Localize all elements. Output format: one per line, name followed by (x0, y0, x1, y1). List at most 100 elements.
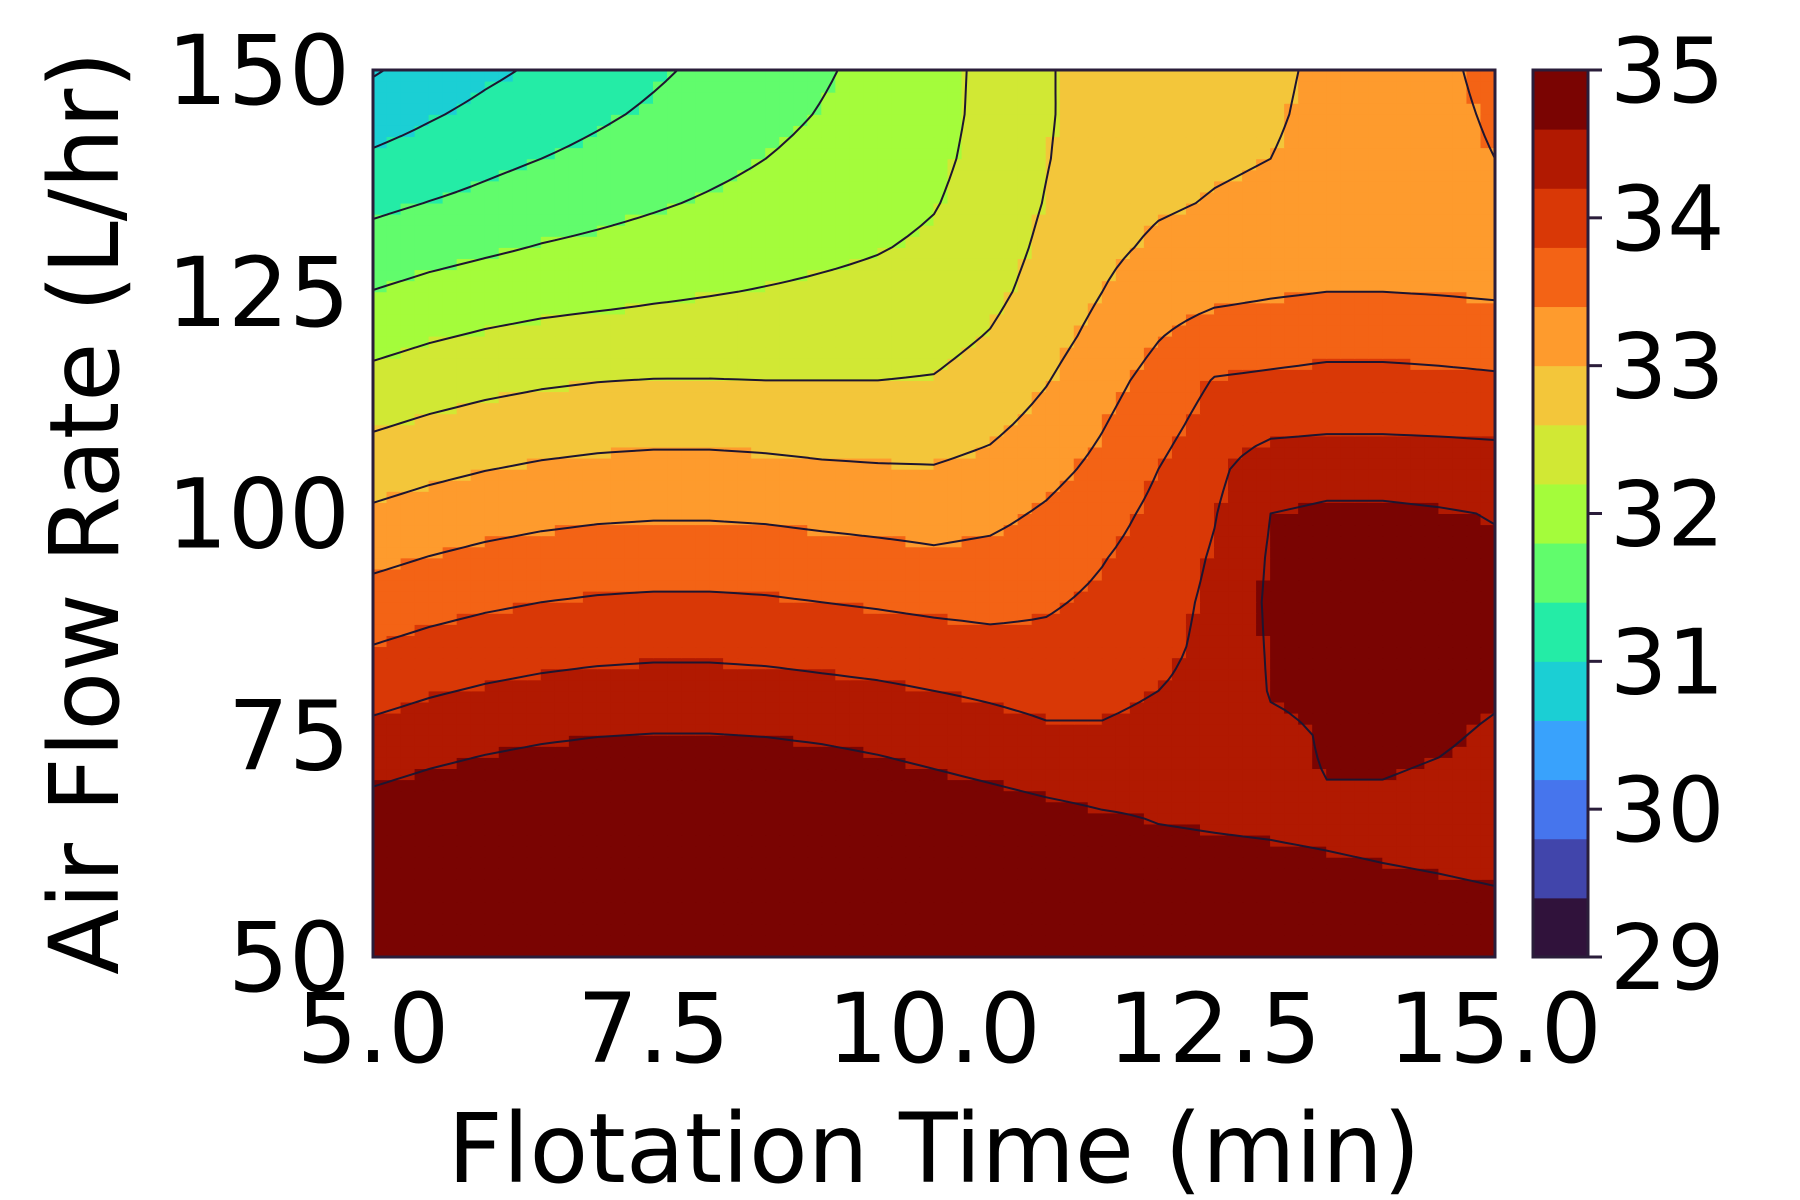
contour-cell (667, 457, 683, 470)
contour-cell (653, 524, 669, 537)
contour-cell (751, 701, 767, 714)
contour-cell (540, 501, 556, 514)
contour-cell (695, 302, 711, 315)
contour-cell (1073, 923, 1089, 936)
contour-cell (793, 379, 809, 393)
contour-cell (793, 446, 809, 459)
contour-cell (1017, 812, 1033, 825)
contour-cell (1073, 601, 1089, 614)
contour-cell (961, 457, 977, 470)
contour-cell (484, 468, 500, 481)
contour-cell (1031, 402, 1047, 415)
contour-cell (1298, 280, 1314, 293)
contour-cell (540, 923, 556, 936)
contour-cell (414, 524, 430, 537)
contour-cell (1115, 368, 1131, 381)
contour-cell (1284, 668, 1300, 681)
contour-cell (512, 856, 528, 869)
contour-cell (373, 479, 388, 492)
contour-cell (1326, 379, 1342, 393)
contour-cell (1087, 391, 1103, 404)
contour-cell (1199, 923, 1215, 936)
contour-cell (1312, 734, 1328, 747)
contour-cell (582, 513, 598, 526)
contour-cell (667, 878, 683, 891)
contour-cell (373, 568, 388, 581)
contour-cell (1101, 623, 1117, 636)
contour-cell (975, 546, 991, 559)
contour-cell (1438, 346, 1454, 359)
contour-cell (1143, 779, 1159, 792)
contour-cell (947, 923, 963, 936)
contour-cell (1087, 768, 1103, 781)
contour-cell (1185, 612, 1201, 625)
contour-cell (1228, 435, 1244, 448)
contour-cell (1298, 479, 1314, 492)
contour-cell (961, 845, 977, 858)
contour-cell (582, 812, 598, 825)
contour-cell (1326, 790, 1342, 803)
contour-cell (1298, 712, 1314, 725)
contour-cell (484, 734, 500, 747)
contour-cell (1059, 391, 1075, 404)
contour-cell (1480, 934, 1495, 947)
contour-cell (373, 402, 388, 415)
contour-cell (1396, 878, 1412, 891)
contour-cell (793, 546, 809, 559)
contour-cell (821, 524, 837, 537)
contour-cell (779, 601, 795, 614)
contour-cell (1031, 690, 1047, 703)
contour-cell (779, 402, 795, 415)
contour-cell (526, 834, 542, 847)
contour-cell (456, 801, 472, 814)
contour-cell (961, 712, 977, 725)
contour-cell (1452, 634, 1468, 648)
contour-cell (582, 768, 598, 781)
contour-cell (1157, 668, 1173, 681)
contour-cell (1101, 324, 1117, 337)
contour-cell (428, 535, 444, 548)
contour-cell (1101, 723, 1117, 736)
contour-cell (498, 623, 514, 636)
contour-cell (498, 357, 514, 370)
contour-cell (540, 756, 556, 770)
contour-cell (1115, 812, 1131, 825)
contour-cell (1045, 313, 1061, 326)
contour-cell (428, 379, 444, 393)
contour-cell (1382, 845, 1398, 858)
contour-cell (610, 623, 626, 636)
contour-cell (821, 612, 837, 625)
contour-cell (863, 779, 879, 792)
contour-cell (1368, 756, 1384, 770)
contour-cell (905, 634, 921, 648)
contour-cell (863, 546, 879, 559)
contour-cell (989, 479, 1005, 492)
contour-cell (905, 346, 921, 359)
contour-cell (751, 357, 767, 370)
contour-cell (498, 867, 514, 880)
contour-cell (1228, 690, 1244, 703)
contour-cell (835, 479, 851, 492)
contour-cell (667, 601, 683, 614)
contour-cell (624, 501, 640, 514)
contour-cell (1115, 357, 1131, 370)
contour-cell (1270, 590, 1286, 603)
contour-cell (1256, 912, 1272, 925)
contour-cell (1480, 524, 1495, 537)
contour-cell (1382, 889, 1398, 903)
contour-cell (765, 402, 781, 415)
contour-cell (947, 302, 963, 315)
contour-cell (1214, 657, 1230, 670)
contour-cell (975, 302, 991, 315)
contour-cell (373, 623, 388, 636)
contour-cell (1354, 801, 1370, 814)
contour-cell (1129, 657, 1145, 670)
contour-cell (751, 424, 767, 437)
contour-cell (821, 901, 837, 914)
contour-cell (1452, 490, 1468, 503)
contour-cell (568, 601, 584, 614)
contour-cell (554, 701, 570, 714)
contour-cell (1368, 945, 1384, 957)
contour-cell (765, 790, 781, 803)
contour-cell (975, 568, 991, 581)
